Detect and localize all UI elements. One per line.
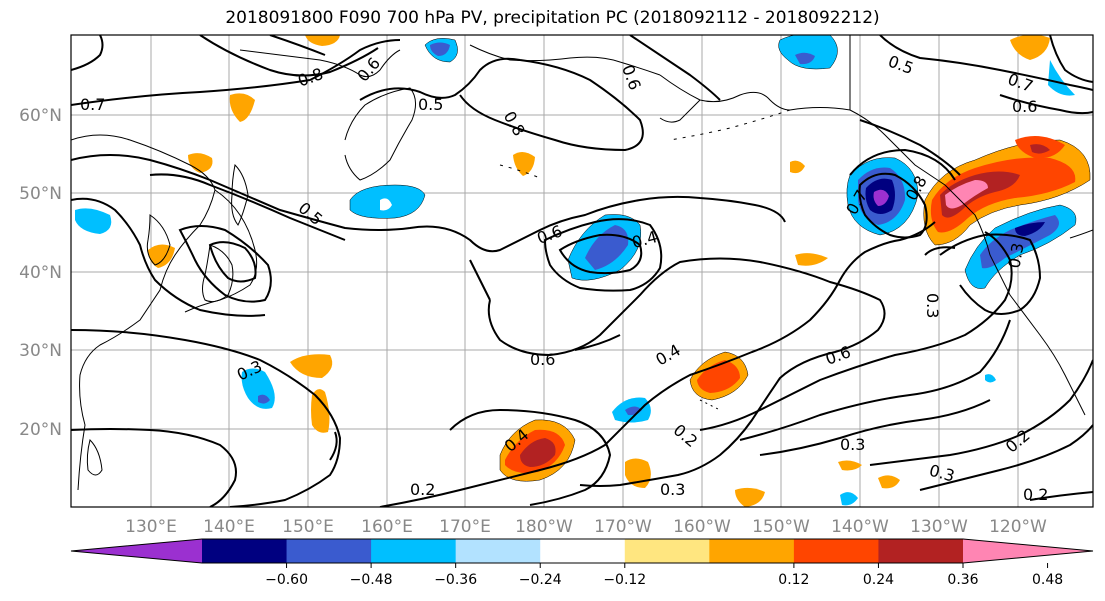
colorbar-segment — [624, 539, 710, 563]
contour-label: 0.7 — [80, 95, 105, 114]
contour-label: 0.3 — [927, 461, 957, 486]
longitude-label: 130°W — [910, 517, 968, 537]
contour-label: 0.6 — [823, 342, 853, 369]
colorbar-segment — [371, 539, 457, 563]
longitude-label: 170°W — [594, 517, 652, 537]
latitude-label: 60°N — [19, 106, 62, 126]
longitude-label: 140°E — [203, 517, 255, 537]
contour-label: 0.8 — [500, 108, 529, 140]
contour-label: 0.6 — [618, 62, 645, 92]
map-title: 2018091800 F090 700 hPa PV, precipitatio… — [225, 8, 880, 28]
colorbar-extension-min — [71, 539, 202, 563]
contour-label: 0.2 — [1023, 485, 1048, 504]
contour-label: 0.6 — [353, 54, 384, 86]
longitude-label: 150°E — [282, 517, 334, 537]
contour-label: 0.3 — [660, 480, 685, 499]
colorbar-segment — [793, 539, 879, 563]
contour-label: 0.3 — [1004, 241, 1027, 269]
colorbar-segment — [202, 539, 288, 563]
longitude-label: 130°E — [125, 517, 177, 537]
precipitation-shading — [75, 35, 1091, 507]
longitude-labels: 130°E 140°E 150°E 160°E 170°E 180°W 170°W 160°W… — [125, 517, 1047, 537]
colorbar-tick-label: −0.48 — [350, 572, 393, 588]
colorbar-tick-label: 0.24 — [863, 572, 894, 588]
contour-label: 0.2 — [670, 420, 702, 451]
colorbar-segment — [709, 539, 795, 563]
colorbar-tick-label: −0.36 — [434, 572, 477, 588]
colorbar-segment — [540, 539, 626, 563]
latitude-label: 50°N — [19, 184, 62, 204]
map-frame — [70, 34, 1094, 508]
contour-label: 0.6 — [1012, 97, 1037, 116]
longitude-label: 160°W — [673, 517, 731, 537]
colorbar-tick-label: 0.36 — [947, 572, 978, 588]
contour-label: 0.3 — [840, 435, 865, 454]
contour-label: 0.6 — [530, 350, 555, 369]
longitude-label: 140°W — [831, 517, 889, 537]
latitude-label: 20°N — [19, 420, 62, 440]
longitude-label: 150°W — [752, 517, 810, 537]
coastlines — [71, 35, 1093, 491]
colorbar: −0.60 −0.48 −0.36 −0.24 −0.12 0.12 0.24 0.36 0.4… — [70, 538, 1094, 588]
longitude-label: 170°E — [439, 517, 491, 537]
colorbar-segment — [878, 539, 964, 563]
latitude-labels: 60°N 50°N 40°N 30°N 20°N — [19, 106, 62, 440]
colorbar-outline — [70, 538, 1094, 564]
colorbar-segment — [286, 539, 372, 563]
colorbar-extension-max — [963, 539, 1093, 563]
latitude-label: 40°N — [19, 263, 62, 283]
contour-label: 0.5 — [418, 95, 443, 114]
contour-label: 0.8 — [295, 64, 325, 91]
colorbar-tick-label: 0.12 — [778, 572, 809, 588]
contour-label: 0.7 — [1005, 69, 1035, 96]
contour-label: 0.3 — [923, 293, 942, 318]
pv-contours — [71, 35, 1093, 507]
contour-label: 0.2 — [410, 480, 435, 499]
colorbar-tick-label: −0.24 — [519, 572, 562, 588]
colorbar-segment — [455, 539, 541, 563]
contour-label: 0.4 — [652, 340, 684, 369]
longitude-label: 180°W — [515, 517, 573, 537]
latitude-label: 30°N — [19, 341, 62, 361]
colorbar-tick-label: −0.12 — [603, 572, 646, 588]
contour-label: 0.6 — [534, 221, 564, 248]
longitude-label: 160°E — [361, 517, 413, 537]
longitude-label: 120°W — [989, 517, 1047, 537]
colorbar-tick-label: 0.48 — [1032, 572, 1063, 588]
contour-label: 0.5 — [295, 198, 327, 229]
colorbar-tick-label: −0.60 — [265, 572, 308, 588]
